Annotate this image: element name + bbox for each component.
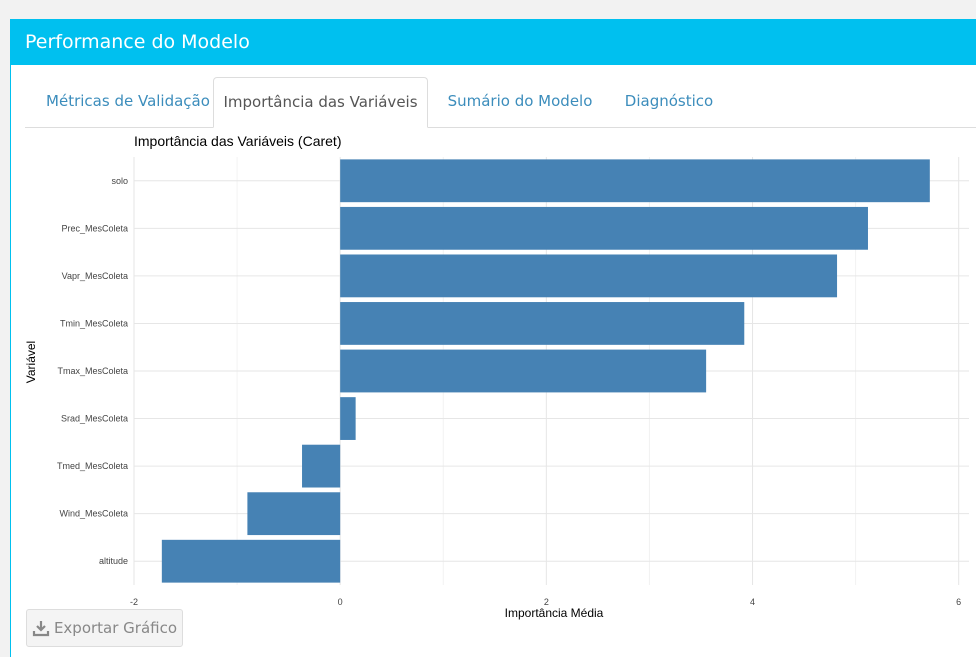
x-axis-label: Importância Média [505, 606, 604, 620]
y-tick-label: altitude [99, 556, 128, 566]
tab-bar: Métricas de Validação Importância das Va… [25, 77, 976, 128]
y-tick-label: Srad_MesColeta [61, 414, 128, 424]
bar-solo [340, 159, 930, 203]
y-tick-label: Tmax_MesColeta [57, 366, 128, 376]
x-tick-label: 4 [750, 597, 755, 607]
x-tick-label: 6 [956, 597, 961, 607]
bar-wind-mescoleta [247, 492, 341, 536]
bar-tmax-mescoleta [340, 349, 707, 393]
variable-importance-chart: Importância das Variáveis (Caret) solo Pr… [24, 133, 969, 620]
bar-vapr-mescoleta [340, 254, 838, 298]
panel-title: Performance do Modelo [25, 31, 250, 53]
y-tick-label: solo [111, 176, 128, 186]
x-tick-label: 2 [544, 597, 549, 607]
x-tick-label: -2 [130, 597, 138, 607]
tab-metricas-validacao[interactable]: Métricas de Validação [46, 92, 210, 110]
bar-prec-mescoleta [340, 206, 868, 250]
model-performance-panel: Performance do Modelo Métricas de Valida… [10, 19, 976, 657]
x-tick-labels: -2 0 2 4 6 [130, 597, 961, 607]
chart-container: Importância das Variáveis (Caret) solo Pr… [11, 127, 976, 627]
tab-sumario-modelo[interactable]: Sumário do Modelo [447, 92, 593, 110]
y-tick-label: Prec_MesColeta [61, 223, 128, 233]
download-icon [32, 621, 50, 637]
y-tick-label: Tmed_MesColeta [57, 461, 128, 471]
bar-tmed-mescoleta [302, 444, 341, 488]
chart-title: Importância das Variáveis (Caret) [134, 133, 341, 149]
tab-diagnostico[interactable]: Diagnóstico [624, 92, 714, 110]
bar-tmin-mescoleta [340, 302, 745, 345]
chart-bars [161, 159, 930, 583]
panel-header: Performance do Modelo [11, 19, 976, 65]
bar-srad-mescoleta [340, 397, 356, 440]
tab-importancia-variaveis[interactable]: Importância das Variáveis [213, 77, 428, 128]
y-tick-labels: solo Prec_MesColeta Vapr_MesColeta Tmin_Mes… [57, 176, 128, 566]
y-tick-label: Wind_MesColeta [59, 509, 128, 519]
y-tick-label: Tmin_MesColeta [60, 318, 128, 328]
bar-altitude [161, 539, 341, 583]
y-tick-label: Vapr_MesColeta [62, 271, 128, 281]
x-tick-label: 0 [338, 597, 343, 607]
export-button-label: Exportar Gráfico [53, 619, 178, 637]
y-axis-label: Variável [24, 341, 38, 383]
export-chart-button[interactable]: Exportar Gráfico [26, 609, 183, 647]
